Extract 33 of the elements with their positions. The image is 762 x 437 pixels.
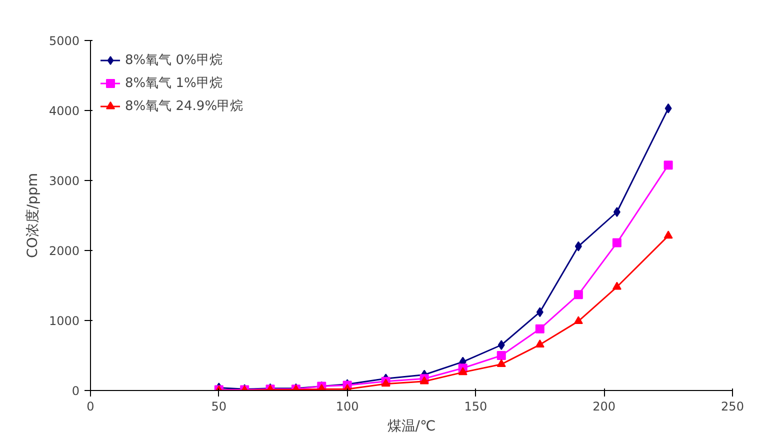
point (664, 230, 673, 239)
point (496, 359, 506, 368)
y-axis-title: CO浓度/ppm (24, 173, 41, 258)
point (574, 241, 582, 252)
x-tick-label: 200 (592, 400, 616, 414)
point (535, 340, 544, 348)
y-tick-label: 2000 (48, 244, 80, 258)
point (574, 316, 583, 324)
point (458, 367, 468, 376)
x-axis-title: 煤温/℃ (387, 418, 436, 434)
y-tick-label: 4000 (48, 104, 80, 118)
x-tick-label: 150 (464, 400, 488, 414)
point (574, 290, 583, 300)
point (664, 103, 672, 114)
y-tick-label: 1000 (48, 314, 80, 328)
point (536, 307, 544, 318)
point (496, 351, 506, 360)
legend-label: 8%氧气 0%甲烷 (125, 52, 222, 69)
y-tick-label: 5000 (48, 34, 80, 48)
point (612, 282, 622, 290)
point (612, 238, 622, 248)
legend-label: 8%氧气 24.9%甲烷 (125, 98, 244, 115)
x-tick-label: 100 (336, 400, 359, 414)
x-tick-label: 50 (211, 400, 227, 414)
point (535, 324, 544, 334)
legend-label: 8%氧气 1%甲烷 (125, 75, 222, 92)
x-tick-label: 0 (86, 400, 94, 414)
point (613, 207, 620, 217)
y-tick-label: 0 (72, 384, 80, 398)
y-tick-label: 3000 (48, 174, 80, 188)
x-tick-label: 250 (721, 400, 744, 414)
point (664, 160, 673, 170)
point (498, 340, 505, 350)
